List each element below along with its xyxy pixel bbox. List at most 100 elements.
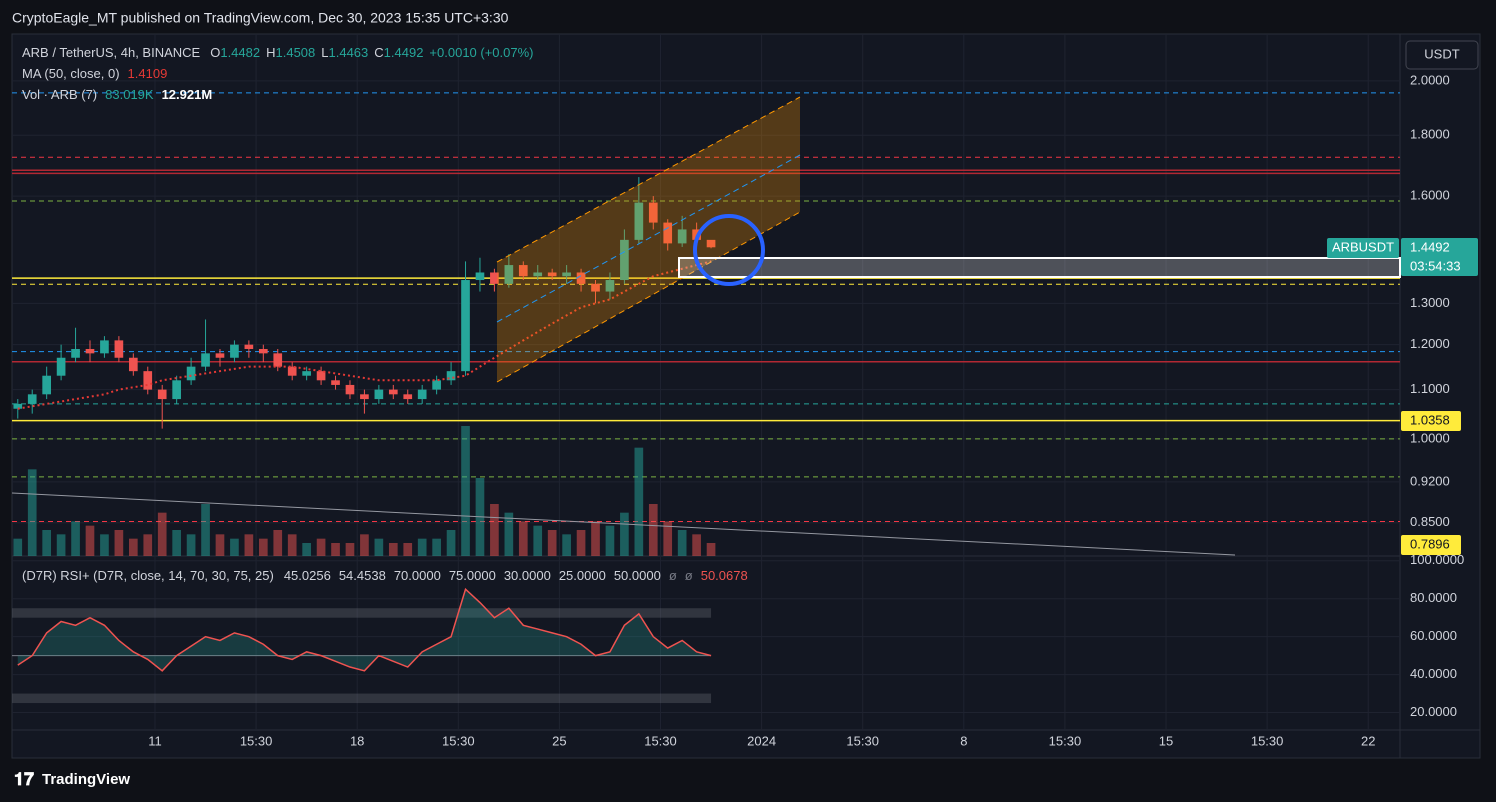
volume-bar — [634, 447, 644, 556]
candle-body — [648, 202, 658, 223]
volume-bar — [42, 530, 51, 556]
candle-body — [475, 272, 485, 281]
candle-body — [215, 353, 225, 358]
candle-body — [605, 280, 615, 292]
volume-bar — [302, 543, 311, 556]
volume-bar — [157, 512, 167, 556]
candle-body — [27, 394, 37, 404]
legend-vol: Vol · ARB (7) 83.019K 12.921M — [22, 87, 212, 102]
volume-bar — [27, 469, 37, 556]
x-tick-label: 15 — [1159, 733, 1173, 748]
volume-bar — [417, 538, 427, 556]
volume-bar — [186, 534, 196, 556]
candle-body — [157, 389, 167, 400]
candle-body — [186, 366, 196, 381]
candle-body — [71, 348, 80, 358]
volume-bar — [128, 538, 138, 556]
y-tick-label: 1.0000 — [1410, 430, 1450, 445]
candle-body — [504, 265, 514, 284]
volume-bar — [605, 525, 615, 556]
candle-body — [56, 357, 66, 376]
y-tick-label: 60.0000 — [1410, 628, 1457, 643]
x-tick-label: 8 — [960, 733, 967, 748]
candle-body — [85, 348, 95, 354]
candle-body — [273, 353, 283, 367]
volume-bar — [547, 530, 557, 556]
level-tag-text: 1.0358 — [1410, 412, 1450, 427]
candle-body — [634, 202, 644, 240]
y-tick-label: 20.0000 — [1410, 704, 1457, 719]
candle-body — [143, 371, 153, 390]
y-tick-label: 1.6000 — [1410, 188, 1450, 203]
candle-body — [114, 340, 124, 358]
volume-bar — [316, 538, 326, 556]
volume-bar — [201, 504, 210, 556]
volume-bar — [287, 534, 297, 556]
countdown: 03:54:33 — [1410, 258, 1461, 273]
candle-body — [403, 394, 413, 400]
candle-body — [547, 272, 557, 277]
y-tick-label: 1.1000 — [1410, 381, 1450, 396]
y-tick-label: 1.2000 — [1410, 336, 1450, 351]
publisher: CryptoEagle_MT published on TradingView.… — [12, 10, 509, 26]
y-tick-label: 100.0000 — [1410, 552, 1464, 567]
channel-bottom — [496, 211, 801, 383]
channel-top — [496, 96, 801, 263]
volume-bar — [215, 534, 225, 556]
candle-body — [172, 380, 181, 400]
ma-line — [17, 260, 712, 410]
rsi-band — [12, 608, 712, 618]
volume-bar — [692, 534, 701, 556]
volume-bar — [490, 504, 499, 556]
rsi-band — [12, 693, 712, 704]
rsi-area — [17, 589, 712, 671]
channel-mid — [496, 154, 801, 323]
candle-body — [42, 375, 51, 395]
candle-body — [562, 272, 571, 277]
candle-body — [258, 348, 268, 354]
price-tag — [1401, 238, 1478, 276]
candle-body — [128, 357, 138, 372]
volume-bar — [562, 534, 571, 556]
candle-body — [100, 340, 109, 354]
channel — [497, 97, 800, 382]
candle-body — [518, 265, 528, 277]
currency[interactable]: USDT — [1424, 46, 1459, 61]
y-tick-label: 80.0000 — [1410, 590, 1457, 605]
x-tick-label: 15:30 — [442, 733, 475, 748]
level-tag-text: 0.7896 — [1410, 536, 1450, 551]
volume-bar — [360, 534, 369, 556]
candle-body — [446, 371, 456, 381]
candle-body — [360, 394, 369, 400]
x-tick-label: 2024 — [747, 733, 776, 748]
logo: 𝟏𝟕 — [14, 769, 34, 789]
candle-body — [706, 239, 716, 248]
x-tick-label: 18 — [350, 733, 364, 748]
candle-body — [374, 389, 384, 400]
volume-bar — [258, 538, 268, 556]
candle-body — [432, 380, 441, 390]
x-tick-label: 11 — [148, 733, 162, 748]
trend-line — [11, 492, 1236, 556]
candle-body — [201, 353, 210, 367]
plot: 11 15:30 18 15:30 25 15:30 2024 15:30 8 15:30 15 15… — [12, 34, 1464, 748]
candle-body — [244, 344, 254, 349]
candle-body — [302, 371, 311, 376]
symbol-tag — [1327, 238, 1399, 258]
x-tick-label: 15:30 — [644, 733, 677, 748]
volume-bar — [100, 534, 109, 556]
y-tick-label: 40.0000 — [1410, 666, 1457, 681]
volume-bar — [620, 512, 629, 556]
volume-bar — [648, 504, 658, 556]
chart-frame — [11, 33, 1481, 759]
volume-bar — [143, 534, 153, 556]
x-tick-label: 15:30 — [846, 733, 879, 748]
volume-bar — [432, 538, 441, 556]
candle-body — [576, 272, 586, 284]
currency-button[interactable] — [1405, 40, 1479, 70]
candle-body — [13, 403, 23, 409]
volume-bar — [461, 426, 470, 556]
legend-ma: MA (50, close, 0) 1.4109 — [22, 66, 167, 81]
volume-bar — [331, 543, 340, 556]
